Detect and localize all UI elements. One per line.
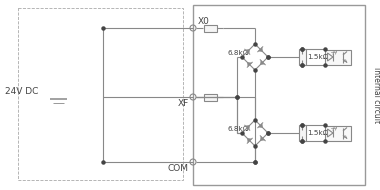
Bar: [325, 50, 351, 64]
Text: COM: COM: [168, 164, 189, 173]
Bar: [204, 25, 217, 32]
Polygon shape: [247, 62, 252, 66]
Bar: [299, 49, 306, 65]
Text: X0: X0: [198, 17, 210, 26]
Text: 1.5kΩ: 1.5kΩ: [307, 130, 328, 136]
Text: 6.8kΩ: 6.8kΩ: [228, 50, 249, 56]
Polygon shape: [260, 60, 264, 65]
Polygon shape: [258, 48, 263, 52]
Bar: [325, 126, 351, 140]
Text: XF: XF: [178, 99, 189, 108]
Text: 6.8kΩ: 6.8kΩ: [228, 126, 249, 132]
Bar: [18, 8, 183, 180]
Text: 24V DC: 24V DC: [5, 88, 38, 97]
Polygon shape: [247, 138, 252, 142]
Bar: [299, 125, 306, 141]
Polygon shape: [258, 124, 263, 128]
Bar: [204, 93, 217, 101]
Text: Internal circuit: Internal circuit: [372, 67, 380, 123]
Polygon shape: [245, 125, 250, 130]
Text: 1.5kΩ: 1.5kΩ: [307, 54, 328, 60]
Bar: [193, 5, 365, 185]
Polygon shape: [260, 136, 264, 141]
Polygon shape: [245, 49, 250, 54]
